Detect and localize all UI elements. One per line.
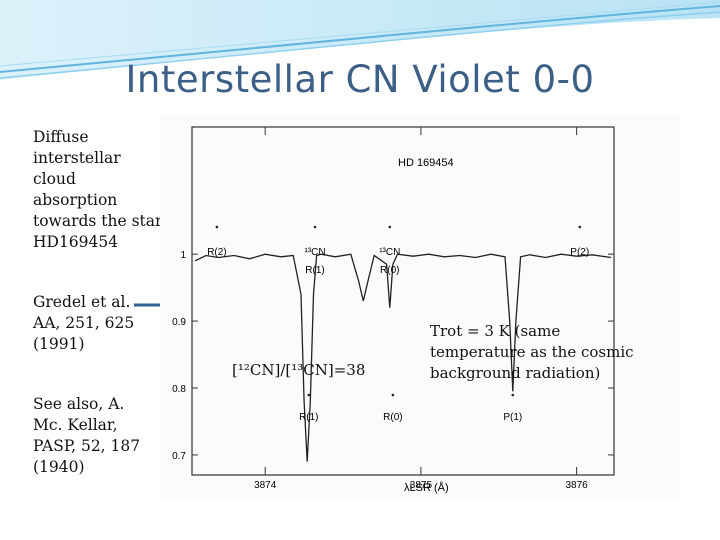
y-tick-label: 0.8 (172, 384, 186, 395)
x-tick-label: 3875 (410, 480, 433, 491)
decorative-banner (0, 0, 720, 80)
line-id-label: ¹³CN (304, 247, 325, 258)
line-marker-dot (578, 225, 582, 229)
line-id-label: R(2) (207, 247, 226, 258)
line-marker-dot (391, 393, 395, 397)
line-id-label: R(0) (383, 412, 402, 423)
rotation-temperature-label: Trot = 3 K (same temperature as the cosm… (430, 322, 634, 382)
line-id-label: R(1) (305, 265, 324, 276)
line-id-label: P(2) (570, 247, 589, 258)
spectrum-line (194, 253, 611, 462)
slide-title: Interstellar CN Violet 0-0 (125, 58, 595, 101)
x-axis-label: λLSR (Å) (404, 481, 449, 494)
line-id-label: P(1) (503, 412, 522, 423)
isotope-ratio-label: [¹²CN]/[¹³CN]=38 (232, 361, 366, 379)
plot-frame (191, 126, 615, 476)
reference-text: Gredel et al. AA, 251, 625 (1991) (33, 293, 135, 353)
line-marker-dot (307, 393, 311, 397)
x-tick-label: 3876 (566, 480, 589, 491)
line-marker-dot (215, 225, 219, 229)
y-tick-label: 0.7 (172, 451, 186, 462)
y-tick-label: 0.9 (172, 317, 186, 328)
y-tick-label: 1 (180, 250, 186, 261)
line-id-label: R(0) (380, 265, 399, 276)
line-marker-dot (388, 225, 392, 229)
x-tick-label: 3874 (254, 480, 277, 491)
chart-title: HD 169454 (398, 157, 454, 169)
spectrum-chart: 0.7 0.8 0.9 1 3874 3875 3876 R(2) ¹³CN R(1) ¹³CN… (172, 126, 615, 494)
line-id-label: R(1) (299, 412, 318, 423)
see-also-text: See also, A. Mc. Kellar, PASP, 52, 187 (… (33, 395, 141, 476)
line-marker-dot (511, 393, 515, 397)
line-marker-dot (313, 225, 317, 229)
spectrum-figure: 0.7 0.8 0.9 1 3874 3875 3876 R(2) ¹³CN R(1) ¹³CN… (160, 115, 680, 500)
description-text: Diffuse interstellar cloud absorption to… (33, 128, 163, 251)
line-id-label: ¹³CN (379, 247, 400, 258)
